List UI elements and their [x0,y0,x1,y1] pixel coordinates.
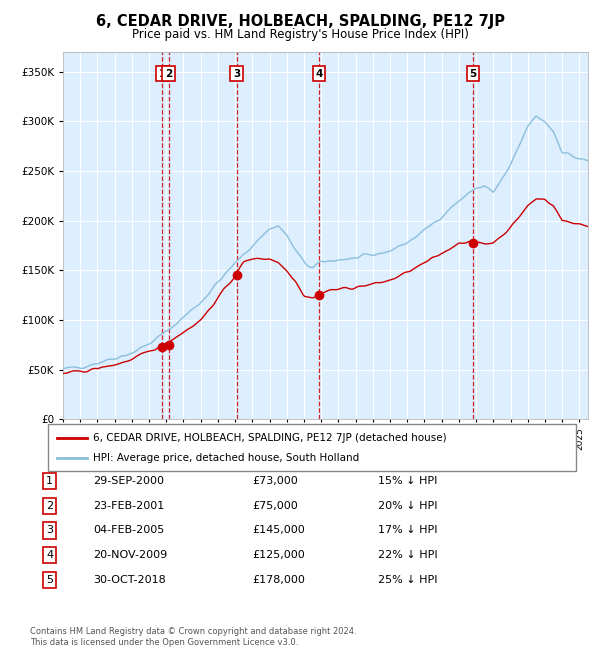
Text: £178,000: £178,000 [252,575,305,585]
Text: HPI: Average price, detached house, South Holland: HPI: Average price, detached house, Sout… [93,453,359,463]
Text: £75,000: £75,000 [252,500,298,511]
Text: 22% ↓ HPI: 22% ↓ HPI [378,550,437,560]
Text: 29-SEP-2000: 29-SEP-2000 [93,476,164,486]
Text: 5: 5 [46,575,53,585]
Text: £145,000: £145,000 [252,525,305,536]
Text: 30-OCT-2018: 30-OCT-2018 [93,575,166,585]
Text: 4: 4 [316,68,323,79]
Text: 6, CEDAR DRIVE, HOLBEACH, SPALDING, PE12 7JP (detached house): 6, CEDAR DRIVE, HOLBEACH, SPALDING, PE12… [93,432,446,443]
Text: 1: 1 [158,68,166,79]
Text: 5: 5 [470,68,477,79]
Text: 3: 3 [233,68,241,79]
Text: 23-FEB-2001: 23-FEB-2001 [93,500,164,511]
Text: 6, CEDAR DRIVE, HOLBEACH, SPALDING, PE12 7JP: 6, CEDAR DRIVE, HOLBEACH, SPALDING, PE12… [95,14,505,29]
Text: 17% ↓ HPI: 17% ↓ HPI [378,525,437,536]
Text: 2: 2 [165,68,172,79]
Text: 2: 2 [46,500,53,511]
Text: 25% ↓ HPI: 25% ↓ HPI [378,575,437,585]
Text: 1: 1 [46,476,53,486]
Text: 3: 3 [46,525,53,536]
Text: 20% ↓ HPI: 20% ↓ HPI [378,500,437,511]
Text: Contains HM Land Registry data © Crown copyright and database right 2024.
This d: Contains HM Land Registry data © Crown c… [30,627,356,647]
Text: 15% ↓ HPI: 15% ↓ HPI [378,476,437,486]
Text: Price paid vs. HM Land Registry's House Price Index (HPI): Price paid vs. HM Land Registry's House … [131,28,469,41]
Text: 20-NOV-2009: 20-NOV-2009 [93,550,167,560]
Text: £73,000: £73,000 [252,476,298,486]
Text: 04-FEB-2005: 04-FEB-2005 [93,525,164,536]
Text: £125,000: £125,000 [252,550,305,560]
Text: 4: 4 [46,550,53,560]
